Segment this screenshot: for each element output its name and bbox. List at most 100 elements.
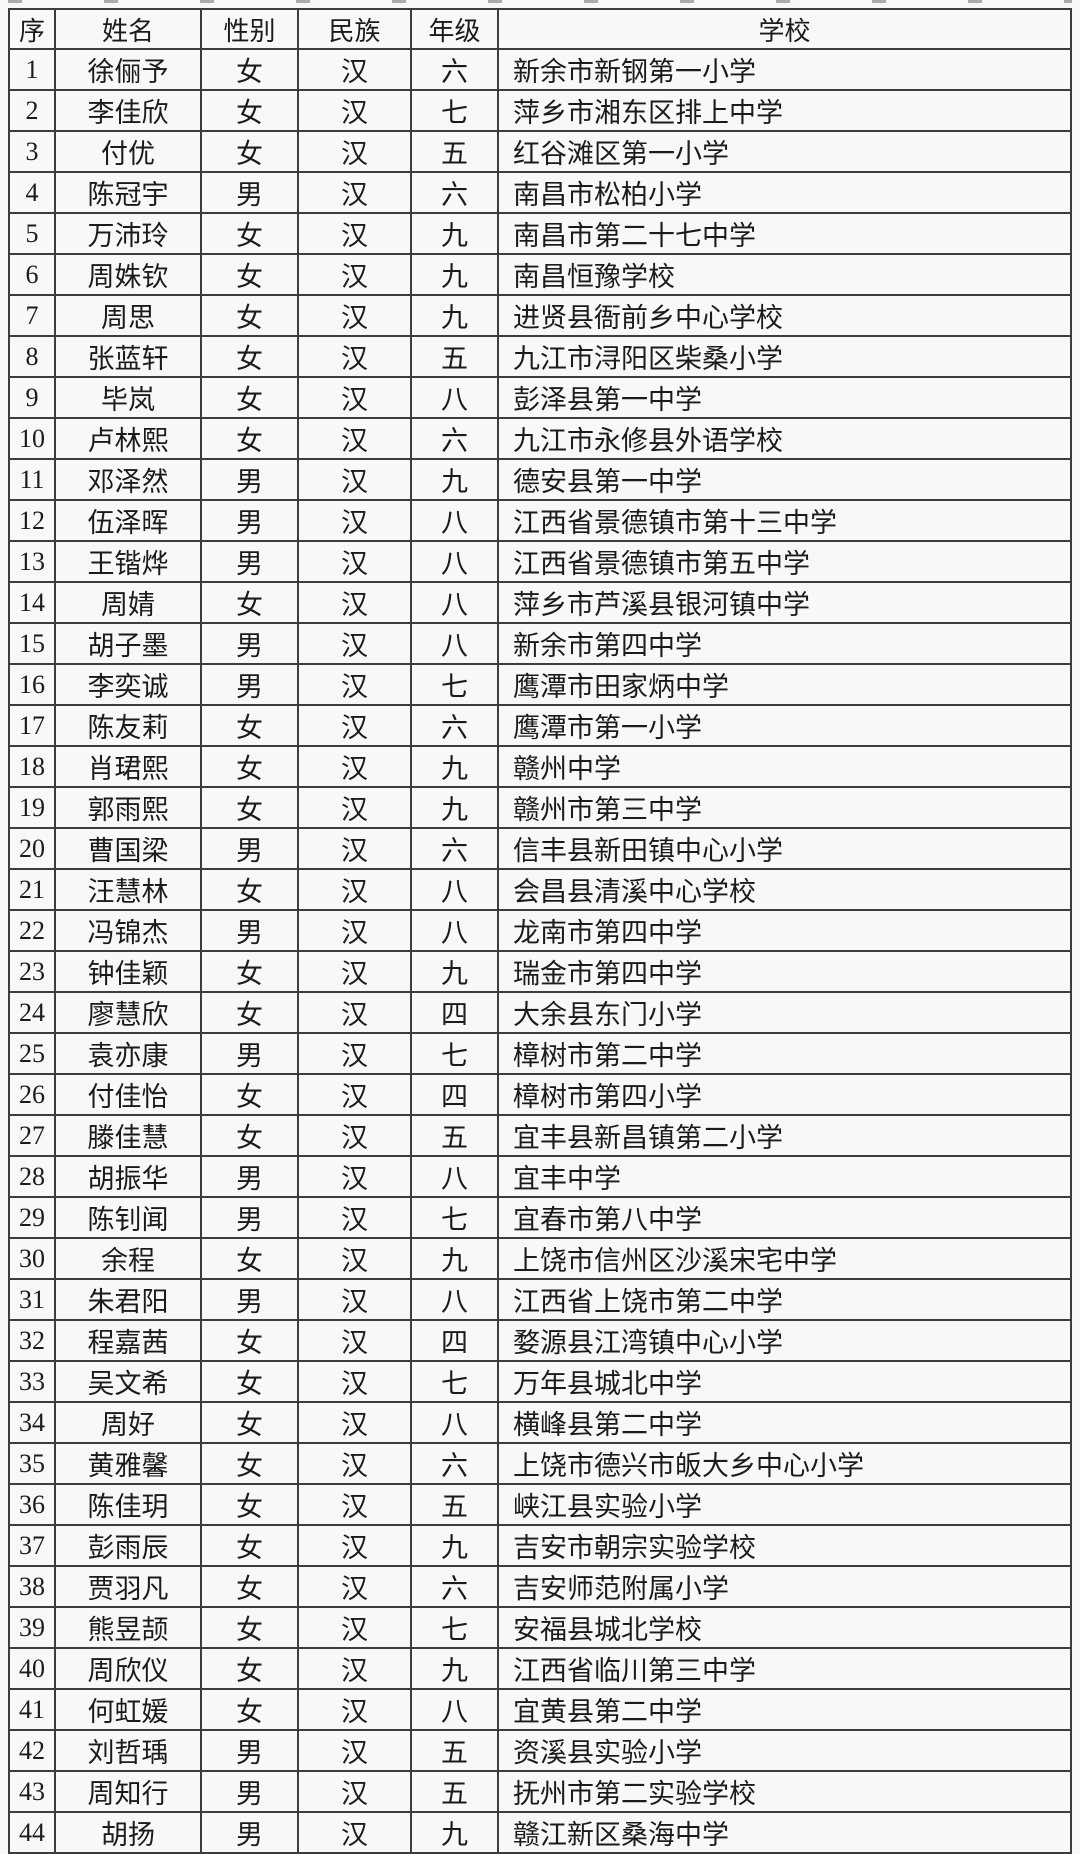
table-row: 42 刘哲瑀男汉五资溪县实验小学 xyxy=(8,1729,1072,1773)
table-row: 20 曹国梁男汉六信丰县新田镇中心小学 xyxy=(8,827,1072,871)
cell-ethnicity: 汉 xyxy=(297,1565,412,1609)
cell-ethnicity: 汉 xyxy=(297,89,412,133)
cell-school: 婺源县江湾镇中心小学 xyxy=(497,1319,1072,1363)
cell-name: 陈佳玥 xyxy=(54,1483,202,1527)
cell-no: 19 xyxy=(8,786,56,830)
table-row: 34 周好女汉八横峰县第二中学 xyxy=(8,1401,1072,1445)
cell-grade: 八 xyxy=(410,1688,499,1732)
cell-gender: 男 xyxy=(200,1278,299,1322)
table-row: 28 胡振华男汉八宜丰中学 xyxy=(8,1155,1072,1199)
cell-school: 龙南市第四中学 xyxy=(497,909,1072,953)
table-row: 11 邓泽然男汉九德安县第一中学 xyxy=(8,458,1072,502)
cell-gender: 男 xyxy=(200,1729,299,1773)
cell-no: 11 xyxy=(8,458,56,502)
cell-school: 进贤县衙前乡中心学校 xyxy=(497,294,1072,338)
cell-grade: 五 xyxy=(410,130,499,174)
cell-name: 胡扬 xyxy=(54,1811,202,1854)
cell-school: 樟树市第二中学 xyxy=(497,1032,1072,1076)
cell-ethnicity: 汉 xyxy=(297,1114,412,1158)
cell-name: 郭雨熙 xyxy=(54,786,202,830)
cell-grade: 八 xyxy=(410,1401,499,1445)
cell-name: 卢林熙 xyxy=(54,417,202,461)
cell-name: 程嘉茜 xyxy=(54,1319,202,1363)
cell-gender: 男 xyxy=(200,909,299,953)
cell-grade: 九 xyxy=(410,1811,499,1854)
cell-ethnicity: 汉 xyxy=(297,909,412,953)
cell-ethnicity: 汉 xyxy=(297,786,412,830)
cell-grade: 九 xyxy=(410,1647,499,1691)
cell-name: 付佳怡 xyxy=(54,1073,202,1117)
cell-school: 万年县城北中学 xyxy=(497,1360,1072,1404)
table-row: 30 余程女汉九上饶市信州区沙溪宋宅中学 xyxy=(8,1237,1072,1281)
cell-no: 5 xyxy=(8,212,56,256)
cell-ethnicity: 汉 xyxy=(297,827,412,871)
cell-gender: 女 xyxy=(200,1483,299,1527)
table-row: 40 周欣仪女汉九江西省临川第三中学 xyxy=(8,1647,1072,1691)
header-school: 学校 xyxy=(497,7,1072,51)
cell-gender: 男 xyxy=(200,171,299,215)
cell-no: 27 xyxy=(8,1114,56,1158)
cell-gender: 男 xyxy=(200,1196,299,1240)
cell-no: 37 xyxy=(8,1524,56,1568)
cell-no: 6 xyxy=(8,253,56,297)
cell-no: 32 xyxy=(8,1319,56,1363)
cell-no: 44 xyxy=(8,1811,56,1854)
cell-gender: 女 xyxy=(200,130,299,174)
cell-name: 徐俪予 xyxy=(54,48,202,92)
table-row: 23 钟佳颖女汉九瑞金市第四中学 xyxy=(8,950,1072,994)
table-row: 1 徐俪予女汉六新余市新钢第一小学 xyxy=(8,48,1072,92)
cell-school: 峡江县实验小学 xyxy=(497,1483,1072,1527)
cell-no: 26 xyxy=(8,1073,56,1117)
cell-grade: 六 xyxy=(410,827,499,871)
cell-school: 安福县城北学校 xyxy=(497,1606,1072,1650)
cell-gender: 女 xyxy=(200,1114,299,1158)
table-row: 3 付优女汉五红谷滩区第一小学 xyxy=(8,130,1072,174)
cell-name: 滕佳慧 xyxy=(54,1114,202,1158)
cell-school: 吉安市朝宗实验学校 xyxy=(497,1524,1072,1568)
cell-no: 21 xyxy=(8,868,56,912)
cell-ethnicity: 汉 xyxy=(297,1237,412,1281)
cell-name: 周婧 xyxy=(54,581,202,625)
cell-ethnicity: 汉 xyxy=(297,1401,412,1445)
cell-ethnicity: 汉 xyxy=(297,581,412,625)
cell-ethnicity: 汉 xyxy=(297,1647,412,1691)
cell-gender: 女 xyxy=(200,417,299,461)
cell-gender: 女 xyxy=(200,1319,299,1363)
cell-no: 39 xyxy=(8,1606,56,1650)
cell-ethnicity: 汉 xyxy=(297,1688,412,1732)
cell-ethnicity: 汉 xyxy=(297,1729,412,1773)
cell-gender: 女 xyxy=(200,991,299,1035)
table-row: 16 李奕诚男汉七鹰潭市田家炳中学 xyxy=(8,663,1072,707)
cell-name: 陈冠宇 xyxy=(54,171,202,215)
table-row: 19 郭雨熙女汉九赣州市第三中学 xyxy=(8,786,1072,830)
cell-no: 31 xyxy=(8,1278,56,1322)
cell-no: 3 xyxy=(8,130,56,174)
cell-ethnicity: 汉 xyxy=(297,1811,412,1854)
cell-school: 宜丰中学 xyxy=(497,1155,1072,1199)
table-row: 5 万沛玲女汉九南昌市第二十七中学 xyxy=(8,212,1072,256)
cell-name: 陈钊闻 xyxy=(54,1196,202,1240)
table-row: 18 肖珺熙女汉九赣州中学 xyxy=(8,745,1072,789)
cropped-row-remnant xyxy=(8,0,1072,3)
cell-grade: 八 xyxy=(410,581,499,625)
table-row: 6 周姝钦女汉九南昌恒豫学校 xyxy=(8,253,1072,297)
cell-gender: 女 xyxy=(200,745,299,789)
cell-ethnicity: 汉 xyxy=(297,171,412,215)
cell-grade: 四 xyxy=(410,1319,499,1363)
header-grade: 年级 xyxy=(410,7,499,51)
cell-no: 29 xyxy=(8,1196,56,1240)
cell-grade: 七 xyxy=(410,89,499,133)
cell-school: 横峰县第二中学 xyxy=(497,1401,1072,1445)
table-row: 29 陈钊闻男汉七宜春市第八中学 xyxy=(8,1196,1072,1240)
cell-school: 樟树市第四小学 xyxy=(497,1073,1072,1117)
cell-school: 新余市第四中学 xyxy=(497,622,1072,666)
cell-gender: 女 xyxy=(200,253,299,297)
cell-school: 德安县第一中学 xyxy=(497,458,1072,502)
cell-grade: 八 xyxy=(410,622,499,666)
cell-ethnicity: 汉 xyxy=(297,622,412,666)
cell-school: 九江市浔阳区柴桑小学 xyxy=(497,335,1072,379)
cell-school: 九江市永修县外语学校 xyxy=(497,417,1072,461)
table-row: 44 胡扬男汉九赣江新区桑海中学 xyxy=(8,1811,1072,1854)
cell-no: 1 xyxy=(8,48,56,92)
cell-ethnicity: 汉 xyxy=(297,991,412,1035)
